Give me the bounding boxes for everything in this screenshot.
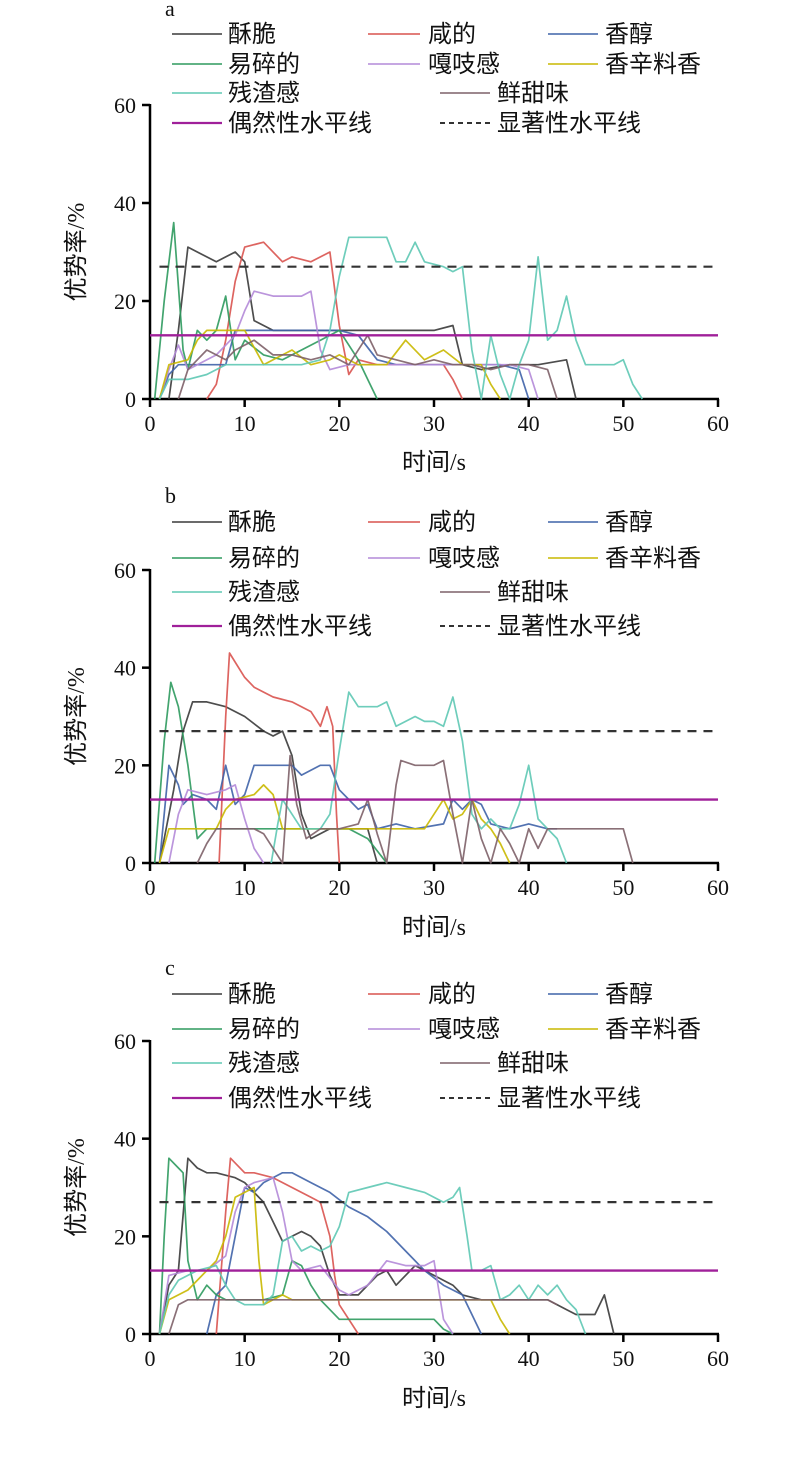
series-line-0 [158, 701, 379, 864]
series-line-7 [196, 754, 634, 864]
legend-label: 嘎吱感 [428, 51, 500, 78]
x-tick-label: 30 [423, 875, 445, 900]
x-tick-label: 60 [707, 1346, 729, 1371]
legend-label-chance: 偶然性水平线 [228, 110, 372, 137]
x-tick-label: 40 [518, 411, 540, 436]
y-tick-label: 0 [125, 387, 136, 412]
x-tick-label: 10 [234, 1346, 256, 1371]
legend-label: 易碎的 [228, 545, 300, 572]
series-line-4 [158, 1176, 454, 1335]
legend-label-significance: 显著性水平线 [497, 1085, 641, 1112]
y-tick-label: 40 [114, 191, 136, 216]
legend-label: 酥脆 [228, 981, 276, 1008]
x-tick-label: 40 [518, 1346, 540, 1371]
x-tick-label: 60 [707, 875, 729, 900]
panel-label: c [165, 955, 175, 980]
y-axis-label: 优势率/% [63, 667, 90, 766]
legend-label: 香醇 [605, 981, 653, 1008]
y-tick-label: 60 [114, 1029, 136, 1054]
series-line-2 [205, 1171, 483, 1335]
x-tick-label: 60 [707, 411, 729, 436]
legend-label-significance: 显著性水平线 [497, 613, 641, 640]
x-tick-label: 20 [328, 1346, 350, 1371]
x-tick-label: 0 [145, 875, 156, 900]
y-tick-label: 0 [125, 851, 136, 876]
y-tick-label: 40 [114, 656, 136, 681]
x-tick-label: 0 [145, 1346, 156, 1371]
series-line-2 [158, 764, 558, 864]
legend-label-chance: 偶然性水平线 [228, 1085, 372, 1112]
x-tick-label: 10 [234, 875, 256, 900]
legend-label: 残渣感 [228, 1050, 300, 1077]
x-tick-label: 50 [612, 1346, 634, 1371]
x-tick-label: 20 [328, 875, 350, 900]
x-tick-label: 30 [423, 1346, 445, 1371]
series-line-6 [158, 1181, 587, 1335]
legend-label-significance: 显著性水平线 [497, 110, 641, 137]
x-tick-label: 40 [518, 875, 540, 900]
x-tick-label: 30 [423, 411, 445, 436]
series-line-7 [177, 334, 558, 400]
panel-label: b [165, 483, 176, 508]
y-axis-label: 优势率/% [63, 1138, 90, 1237]
series-line-7 [168, 1298, 558, 1335]
panel-label: a [165, 0, 175, 21]
y-axis-label: 优势率/% [63, 203, 90, 302]
x-axis-label: 时间/s [402, 914, 466, 941]
legend-label: 香醇 [605, 21, 653, 48]
legend-label: 香辛料香 [605, 51, 701, 78]
x-axis-label: 时间/s [402, 449, 466, 476]
legend-label: 易碎的 [228, 1016, 300, 1043]
legend-label: 咸的 [428, 981, 476, 1008]
y-tick-label: 0 [125, 1322, 136, 1347]
series-line-4 [168, 784, 265, 864]
y-tick-label: 20 [114, 289, 136, 314]
legend-label: 鲜甜味 [497, 80, 569, 107]
y-tick-label: 60 [114, 93, 136, 118]
x-tick-label: 50 [612, 875, 634, 900]
legend-label: 酥脆 [228, 509, 276, 536]
legend-label: 鲜甜味 [497, 579, 569, 606]
legend-label: 嘎吱感 [428, 545, 500, 572]
series-line-3 [158, 1157, 454, 1335]
legend-label: 易碎的 [228, 51, 300, 78]
series-line-1 [218, 652, 341, 864]
legend-label: 咸的 [428, 21, 476, 48]
x-tick-label: 10 [234, 411, 256, 436]
x-tick-label: 20 [328, 411, 350, 436]
legend-label: 残渣感 [228, 80, 300, 107]
legend-label: 残渣感 [228, 579, 300, 606]
y-tick-label: 40 [114, 1127, 136, 1152]
legend-label: 酥脆 [228, 21, 276, 48]
series-line-6 [158, 236, 644, 400]
legend-label: 香辛料香 [605, 545, 701, 572]
x-tick-label: 50 [612, 411, 634, 436]
legend-label: 香辛料香 [605, 1016, 701, 1043]
legend-label: 咸的 [428, 509, 476, 536]
legend-label: 香醇 [605, 509, 653, 536]
series-line-3 [153, 221, 378, 400]
series-line-5 [158, 784, 511, 864]
y-tick-label: 20 [114, 753, 136, 778]
x-axis-label: 时间/s [402, 1385, 466, 1412]
series-line-1 [215, 1157, 360, 1335]
legend-label: 鲜甜味 [497, 1050, 569, 1077]
y-tick-label: 20 [114, 1224, 136, 1249]
legend-label-chance: 偶然性水平线 [228, 613, 372, 640]
x-tick-label: 0 [145, 411, 156, 436]
legend-label: 嘎吱感 [428, 1016, 500, 1043]
y-tick-label: 60 [114, 558, 136, 583]
